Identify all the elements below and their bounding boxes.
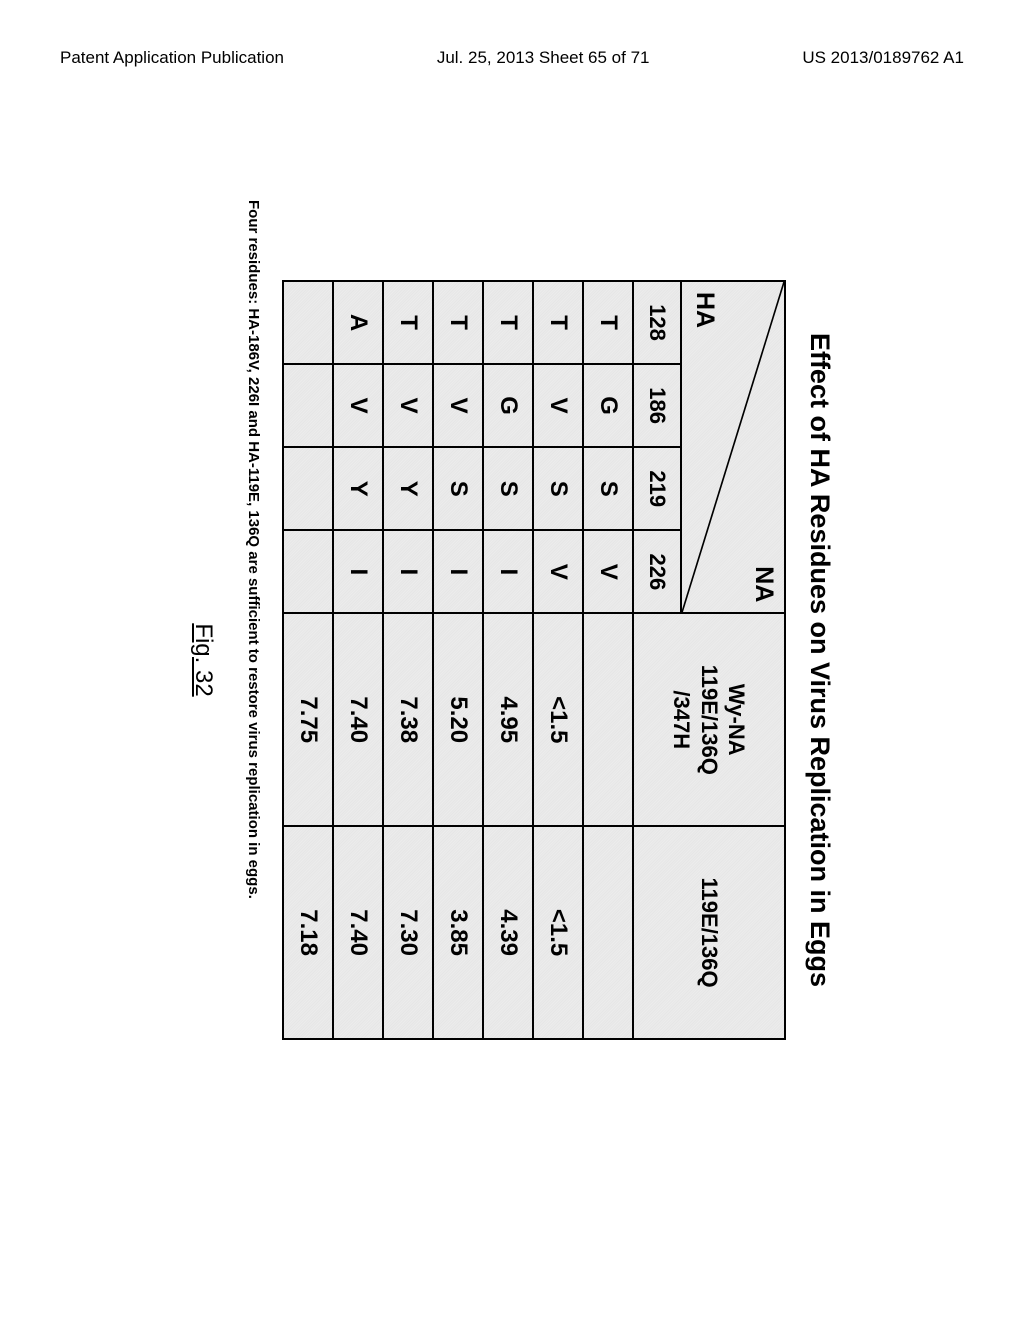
cell: Y (383, 447, 433, 530)
cell (583, 826, 633, 1039)
cell: S (583, 447, 633, 530)
cell: T (583, 281, 633, 364)
na-header-2: 119E/136Q (633, 826, 785, 1039)
cell: <1.5 (533, 826, 583, 1039)
cell: S (483, 447, 533, 530)
na-header-1: Wy-NA 119E/136Q /347H (633, 613, 785, 826)
cell: 4.39 (483, 826, 533, 1039)
cell: V (383, 364, 433, 447)
ha-label: HA (690, 292, 719, 328)
cell: T (383, 281, 433, 364)
cell (283, 364, 333, 447)
cell (283, 530, 333, 613)
table-row: T V Y I 7.38 7.30 (383, 281, 433, 1039)
page-header: Patent Application Publication Jul. 25, … (0, 48, 1024, 68)
header-right: US 2013/0189762 A1 (802, 48, 964, 68)
ha-pos-219: 219 (633, 447, 681, 530)
split-header-cell: HA NA (681, 281, 785, 613)
cell: 5.20 (433, 613, 483, 826)
cell: V (533, 530, 583, 613)
residue-table: HA NA Wy-NA 119E/136Q /347H 119E/136Q 12… (282, 280, 786, 1040)
na-label: NA (749, 566, 778, 602)
cell: V (333, 364, 383, 447)
header-center: Jul. 25, 2013 Sheet 65 of 71 (437, 48, 650, 68)
table-row: 7.75 7.18 (283, 281, 333, 1039)
rotated-figure: Effect of HA Residues on Virus Replicati… (189, 190, 835, 1130)
figure-title: Effect of HA Residues on Virus Replicati… (804, 190, 835, 1130)
cell (283, 281, 333, 364)
cell: I (483, 530, 533, 613)
cell: 7.40 (333, 613, 383, 826)
header-left: Patent Application Publication (60, 48, 284, 68)
cell: 7.75 (283, 613, 333, 826)
table-row: T V S V <1.5 <1.5 (533, 281, 583, 1039)
cell (583, 613, 633, 826)
cell: T (433, 281, 483, 364)
cell: I (333, 530, 383, 613)
diagonal-line-icon (682, 282, 784, 612)
cell: V (433, 364, 483, 447)
table-row: T G S V (583, 281, 633, 1039)
cell: 7.30 (383, 826, 433, 1039)
cell: I (383, 530, 433, 613)
table-row: A V Y I 7.40 7.40 (333, 281, 383, 1039)
cell: V (583, 530, 633, 613)
cell: <1.5 (533, 613, 583, 826)
cell: G (483, 364, 533, 447)
figure-footnote: Four residues: HA-186V, 226I and HA-119E… (245, 190, 262, 1130)
cell: 3.85 (433, 826, 483, 1039)
table-row: T G S I 4.95 4.39 (483, 281, 533, 1039)
figure-label: Fig. 32 (189, 190, 217, 1130)
cell: Y (333, 447, 383, 530)
cell: V (533, 364, 583, 447)
cell: 7.18 (283, 826, 333, 1039)
cell: 4.95 (483, 613, 533, 826)
cell: G (583, 364, 633, 447)
cell: I (433, 530, 483, 613)
figure-region: Effect of HA Residues on Virus Replicati… (162, 190, 862, 1130)
cell: S (433, 447, 483, 530)
cell (283, 447, 333, 530)
cell: 7.38 (383, 613, 433, 826)
cell: T (483, 281, 533, 364)
table-header-row: HA NA Wy-NA 119E/136Q /347H 119E/136Q (681, 281, 785, 1039)
cell: T (533, 281, 583, 364)
cell: 7.40 (333, 826, 383, 1039)
ha-pos-128: 128 (633, 281, 681, 364)
cell: S (533, 447, 583, 530)
ha-pos-226: 226 (633, 530, 681, 613)
cell: A (333, 281, 383, 364)
ha-pos-186: 186 (633, 364, 681, 447)
table-row: T V S I 5.20 3.85 (433, 281, 483, 1039)
